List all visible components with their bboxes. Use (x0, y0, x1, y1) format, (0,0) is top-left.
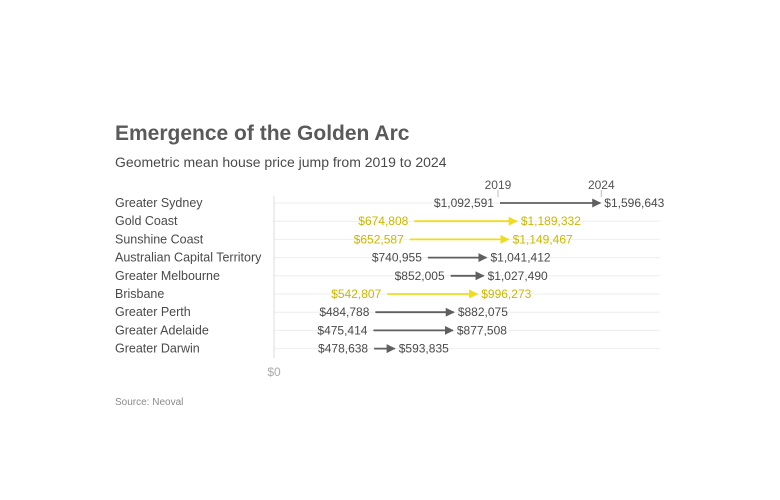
value-label-2024: $1,041,412 (490, 251, 550, 265)
value-label-layer: $1,092,591 $1,596,643 $674,808 $1,189,332 $6… (317, 196, 664, 356)
row-label-layer: Greater Sydney Gold Coast Sunshine Coast Au… (115, 196, 262, 356)
value-label-2019: $740,955 (372, 251, 422, 265)
value-label-2019: $542,807 (331, 287, 381, 301)
value-label-2024: $877,508 (457, 323, 507, 337)
value-label-2019: $1,092,591 (434, 196, 494, 210)
chart-title: Emergence of the Golden Arc (115, 122, 410, 145)
row-label: Greater Perth (115, 305, 191, 319)
value-label-2024: $1,027,490 (488, 269, 548, 283)
series-header-layer: 2019 2024 (485, 178, 615, 197)
row-label: Sunshine Coast (115, 232, 204, 246)
series-header-2024: 2024 (588, 178, 615, 192)
row-label: Brisbane (115, 287, 164, 301)
value-label-2024: $1,596,643 (604, 196, 664, 210)
row-label: Gold Coast (115, 214, 178, 228)
source-note: Source: Neoval (115, 397, 184, 408)
row-label: Australian Capital Territory (115, 251, 262, 265)
value-label-2019: $652,587 (354, 232, 404, 246)
row-label: Greater Adelaide (115, 323, 209, 337)
x-tick-label-zero: $0 (267, 365, 281, 379)
row-label: Greater Darwin (115, 342, 200, 356)
value-label-2019: $484,788 (319, 305, 369, 319)
arrow-layer (373, 198, 602, 354)
value-label-2024: $593,835 (399, 342, 449, 356)
row-label: Greater Sydney (115, 196, 203, 210)
value-label-2019: $478,638 (318, 342, 368, 356)
value-label-2019: $475,414 (317, 323, 367, 337)
value-label-2019: $674,808 (358, 214, 408, 228)
series-header-2019: 2019 (485, 178, 512, 192)
value-label-2024: $1,189,332 (521, 214, 581, 228)
value-label-2019: $852,005 (395, 269, 445, 283)
row-label: Greater Melbourne (115, 269, 220, 283)
chart-subtitle: Geometric mean house price jump from 201… (115, 154, 447, 170)
value-label-2024: $882,075 (458, 305, 508, 319)
value-label-2024: $996,273 (481, 287, 531, 301)
value-label-2024: $1,149,467 (513, 232, 573, 246)
